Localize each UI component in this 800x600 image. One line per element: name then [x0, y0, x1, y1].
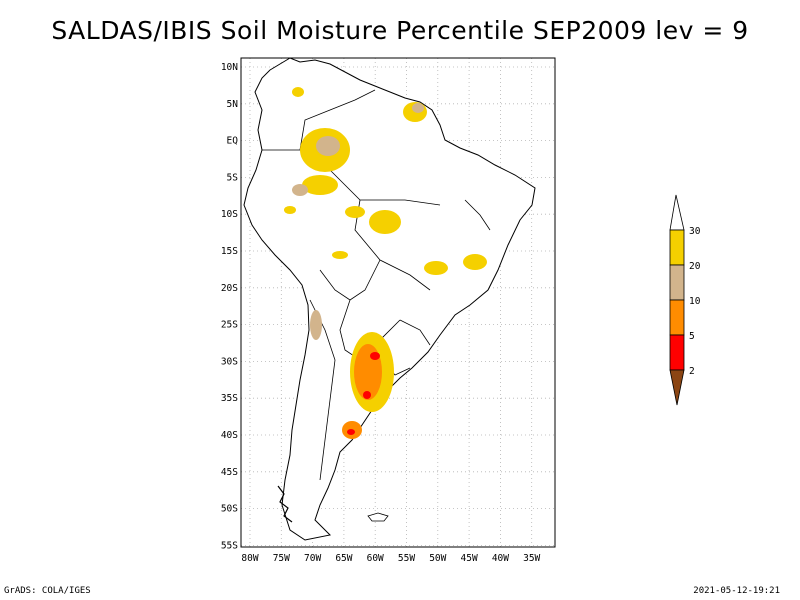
lon-tick-label: 75W: [273, 553, 290, 564]
lon-tick-label: 55W: [398, 553, 415, 564]
color-legend: 30 20 10 5 2: [669, 194, 701, 406]
lat-tick-label: 40S: [221, 430, 238, 441]
lat-tick-label: 15S: [221, 246, 238, 257]
legend-box-5-10: [669, 299, 685, 336]
moisture-patches: [284, 87, 487, 439]
legend-label-5: 5: [689, 331, 695, 342]
lat-tick-label: EQ: [227, 136, 239, 147]
legend-label-20: 20: [689, 261, 701, 272]
legend-label-30: 30: [689, 226, 701, 237]
falklands-island: [367, 512, 389, 522]
lat-tick-label: 55S: [221, 540, 238, 551]
coastal-fragments: [277, 485, 293, 523]
footer-right: 2021-05-12-19:21: [693, 586, 780, 596]
lon-tick-label: 70W: [304, 553, 321, 564]
legend-bottom-triangle: [669, 369, 685, 406]
legend-label-2: 2: [689, 366, 695, 377]
latitude-labels: 10N 5N EQ 5S 10S 15S 20S 25S 30S 35S 40S 45S 50S 55S: [221, 62, 238, 551]
lat-tick-label: 20S: [221, 283, 238, 294]
lon-tick-label: 50W: [429, 553, 446, 564]
plot-frame: [240, 57, 556, 548]
continent-outline: [243, 57, 536, 541]
longitude-labels: 80W 75W 70W 65W 60W 55W 50W 45W 40W 35W: [241, 553, 540, 564]
map-title: SALDAS/IBIS Soil Moisture Percentile SEP…: [51, 16, 749, 45]
lat-tick-label: 45S: [221, 467, 238, 478]
lat-tick-label: 25S: [221, 320, 238, 331]
legend-label-10: 10: [689, 296, 701, 307]
legend-top-triangle: [669, 194, 685, 231]
lat-tick-label: 50S: [221, 504, 238, 515]
legend-box-10-20: [669, 264, 685, 301]
lon-tick-label: 60W: [367, 553, 384, 564]
legend-box-20-30: [669, 229, 685, 266]
legend-box-2-5: [669, 334, 685, 371]
lon-tick-label: 80W: [241, 553, 258, 564]
lon-tick-label: 45W: [461, 553, 478, 564]
lon-tick-label: 35W: [523, 553, 540, 564]
lat-tick-label: 10N: [221, 62, 238, 73]
lat-tick-label: 5N: [227, 99, 239, 110]
lon-tick-label: 65W: [335, 553, 352, 564]
footer-left: GrADS: COLA/IGES: [4, 586, 91, 596]
lat-tick-label: 5S: [227, 172, 239, 183]
lat-tick-label: 35S: [221, 393, 238, 404]
lon-tick-label: 40W: [492, 553, 509, 564]
lat-tick-label: 10S: [221, 209, 238, 220]
lat-tick-label: 30S: [221, 356, 238, 367]
